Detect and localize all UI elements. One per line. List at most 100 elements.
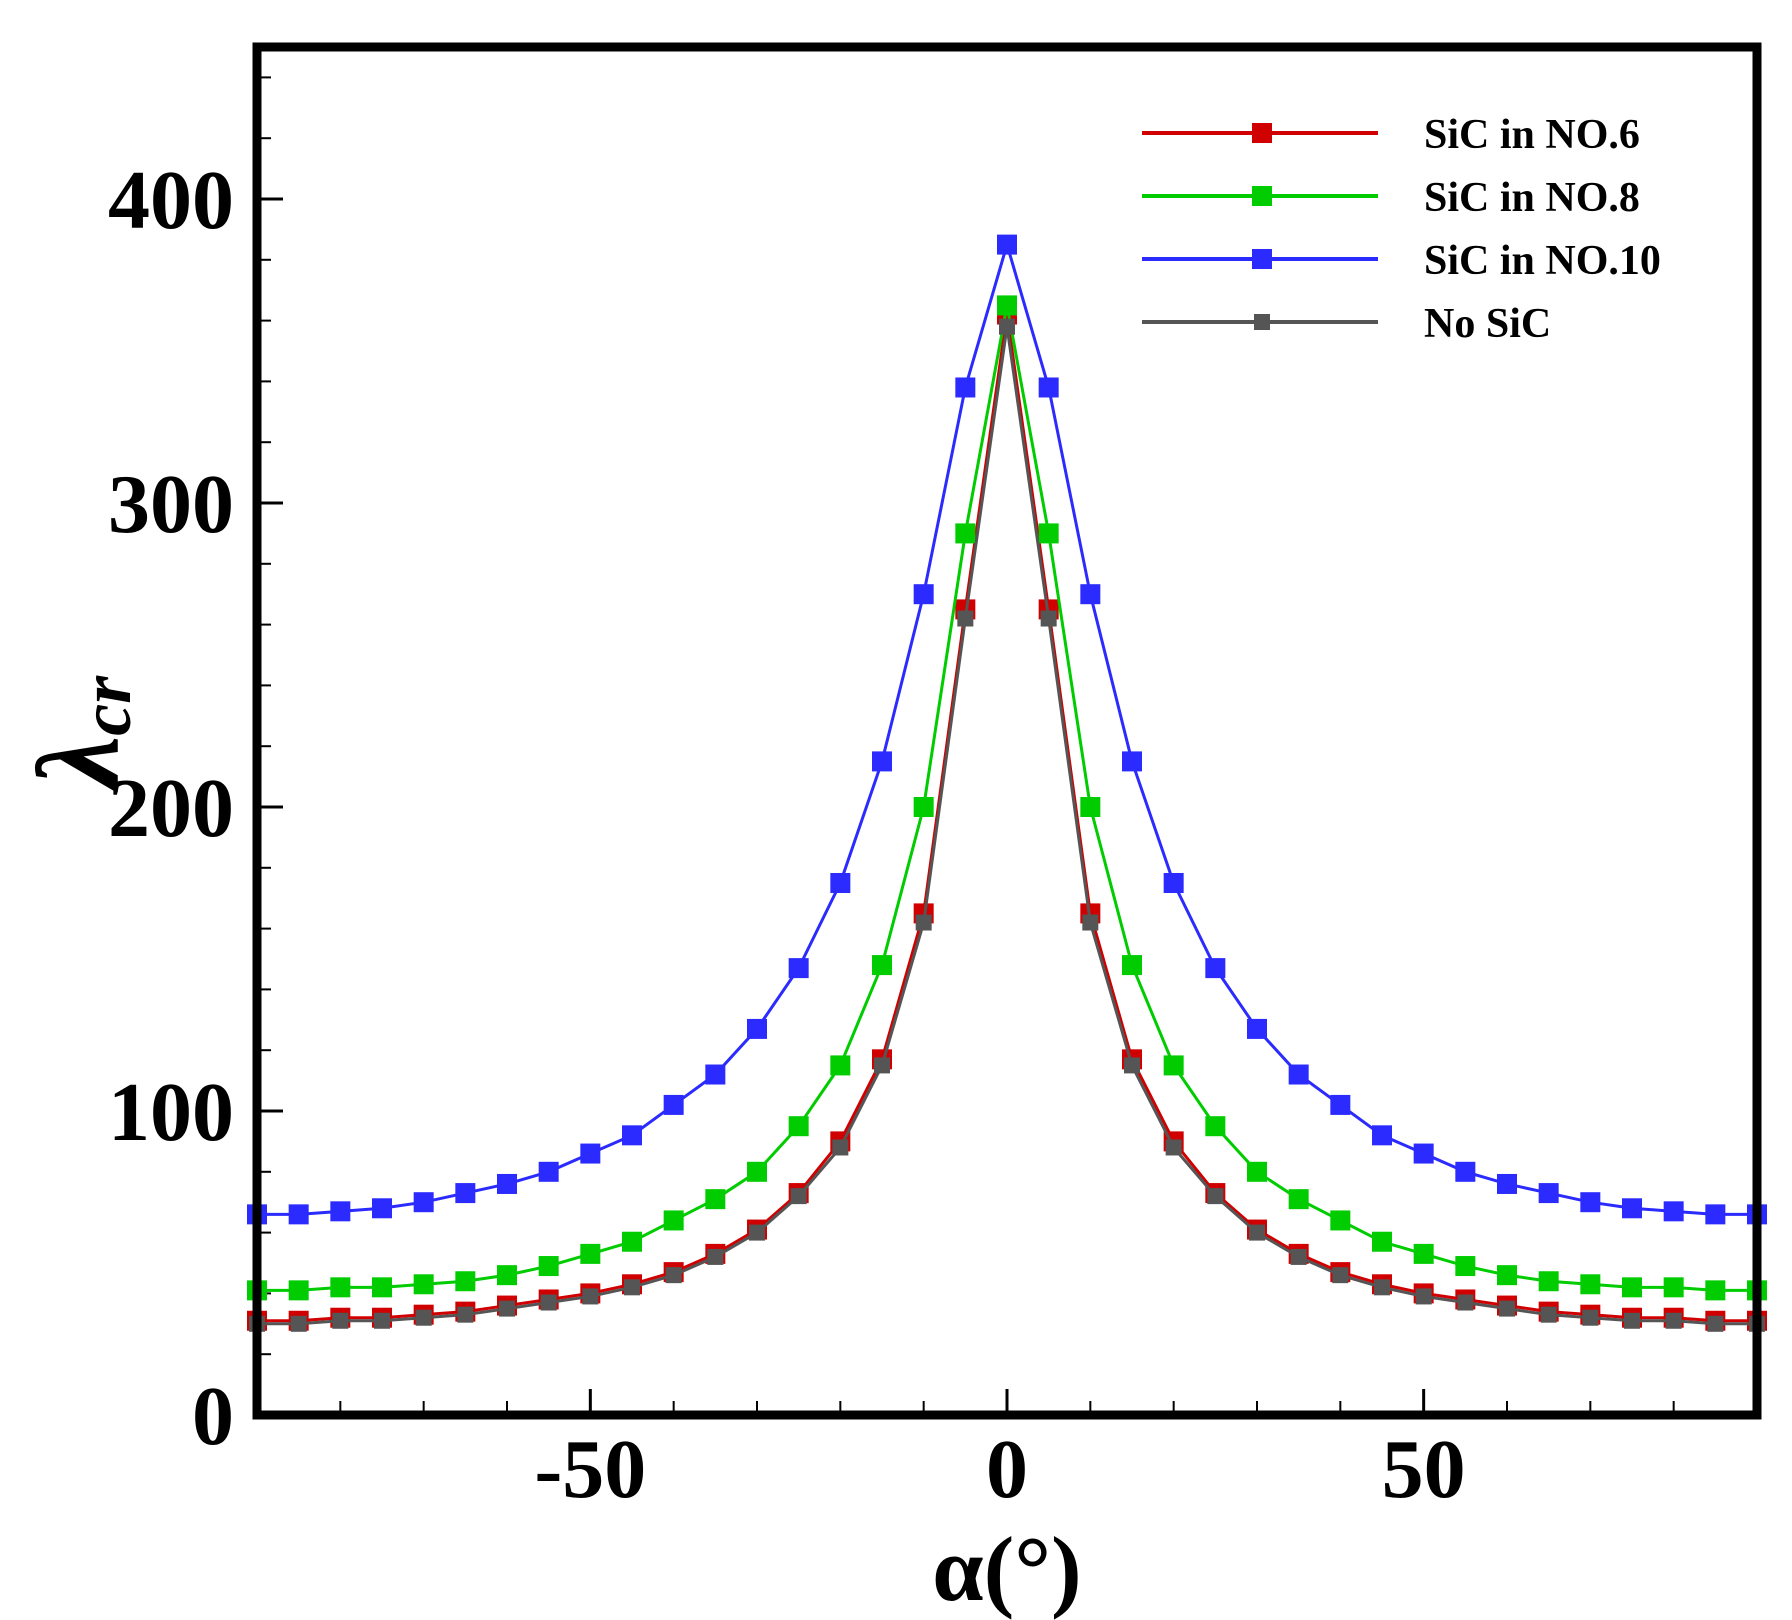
legend-item: SiC in NO.8 xyxy=(1142,175,1640,221)
data-point xyxy=(497,1265,517,1286)
data-point xyxy=(830,1055,851,1076)
data-point xyxy=(1622,1198,1642,1219)
data-point xyxy=(1288,1064,1309,1085)
data-point xyxy=(1332,1267,1349,1284)
data-point xyxy=(915,914,932,931)
data-point xyxy=(665,1267,682,1284)
data-point xyxy=(1540,1306,1557,1323)
data-point xyxy=(1080,584,1101,605)
legend-item: SiC in NO.10 xyxy=(1142,238,1661,284)
data-point xyxy=(1038,377,1059,398)
data-point xyxy=(1538,1183,1559,1204)
data-point xyxy=(1497,1265,1517,1286)
data-point xyxy=(1372,1125,1392,1146)
data-point xyxy=(1413,1243,1434,1264)
legend-label: SiC in NO.10 xyxy=(1424,238,1661,284)
data-point xyxy=(1205,958,1226,979)
data-point xyxy=(1247,1018,1267,1039)
data-point xyxy=(1249,1224,1265,1241)
legend-swatch-marker xyxy=(1252,249,1272,269)
y-tick-label: 400 xyxy=(108,154,234,247)
data-point xyxy=(1624,1312,1640,1329)
data-point xyxy=(1080,797,1101,817)
legend-item: SiC in NO.6 xyxy=(1142,112,1640,158)
series-1 xyxy=(247,304,1767,1331)
data-point xyxy=(1582,1309,1599,1326)
data-point xyxy=(1707,1315,1724,1332)
data-point xyxy=(1082,914,1099,931)
data-point xyxy=(332,1312,349,1329)
data-point xyxy=(997,234,1017,255)
plot-frame xyxy=(252,42,1762,1420)
y-tick-label: 200 xyxy=(108,762,234,855)
data-point xyxy=(290,1315,307,1332)
data-point xyxy=(1288,1189,1309,1210)
data-point xyxy=(1165,1139,1182,1156)
y-axis-title-main: λ xyxy=(13,736,144,793)
data-point xyxy=(413,1274,434,1295)
data-point xyxy=(1538,1271,1559,1292)
x-tick-label: 50 xyxy=(1382,1423,1466,1516)
data-point xyxy=(1455,1256,1476,1277)
y-axis-title-sub: cr xyxy=(66,675,146,736)
y-axis-title: λcr xyxy=(13,675,146,793)
legend: SiC in NO.6 SiC in NO.8 SiC in NO.10 No SiC xyxy=(1142,112,1661,347)
data-point xyxy=(1207,1188,1224,1205)
data-point xyxy=(1457,1294,1474,1311)
data-point xyxy=(540,1294,557,1311)
data-point xyxy=(1330,1094,1351,1115)
data-point xyxy=(582,1288,599,1305)
series-line xyxy=(257,314,1757,1323)
data-point xyxy=(957,610,974,627)
data-point xyxy=(1499,1300,1515,1317)
legend-item: No SiC xyxy=(1142,301,1551,347)
data-point xyxy=(913,584,934,605)
data-point xyxy=(330,1201,351,1222)
data-point xyxy=(413,1192,434,1213)
data-point xyxy=(538,1161,559,1182)
data-point xyxy=(1247,1161,1267,1182)
legend-swatch-marker xyxy=(1252,123,1272,143)
data-point xyxy=(705,1064,726,1085)
svg-text:λcr: λcr xyxy=(13,675,146,793)
data-point xyxy=(872,751,892,772)
y-tick-label: 0 xyxy=(192,1370,234,1463)
x-tick-label: -50 xyxy=(534,1423,646,1516)
data-point xyxy=(830,873,851,893)
data-point xyxy=(955,523,976,544)
data-point xyxy=(455,1183,476,1204)
data-point xyxy=(832,1139,849,1156)
data-point xyxy=(663,1094,684,1115)
data-point xyxy=(1038,523,1059,544)
data-point xyxy=(374,1312,390,1329)
data-point xyxy=(1665,1312,1682,1329)
data-point xyxy=(1330,1210,1351,1231)
data-point xyxy=(955,377,976,398)
data-point xyxy=(1163,1055,1184,1076)
series-4 xyxy=(249,318,1765,1332)
data-point xyxy=(455,1271,476,1292)
data-point xyxy=(749,1224,765,1241)
data-point xyxy=(872,955,892,976)
plot-series xyxy=(247,234,1767,1332)
data-point xyxy=(874,1057,890,1074)
data-point xyxy=(499,1300,515,1317)
data-point xyxy=(1705,1204,1726,1225)
data-point xyxy=(1705,1280,1726,1301)
data-point xyxy=(1122,955,1142,976)
series-line xyxy=(257,305,1757,1292)
series-3 xyxy=(247,234,1767,1225)
data-point xyxy=(788,958,809,979)
data-point xyxy=(747,1018,767,1039)
data-point xyxy=(1163,873,1184,893)
tick-labels: -50 0 50 0 100 200 300 400 xyxy=(108,154,1466,1516)
data-point xyxy=(705,1189,726,1210)
data-point xyxy=(580,1143,601,1164)
data-point xyxy=(1372,1231,1392,1252)
series-line xyxy=(257,239,1757,1216)
series-2 xyxy=(247,295,1767,1301)
data-point xyxy=(372,1277,392,1298)
data-point xyxy=(1122,751,1142,772)
legend-label: SiC in NO.6 xyxy=(1424,112,1640,158)
